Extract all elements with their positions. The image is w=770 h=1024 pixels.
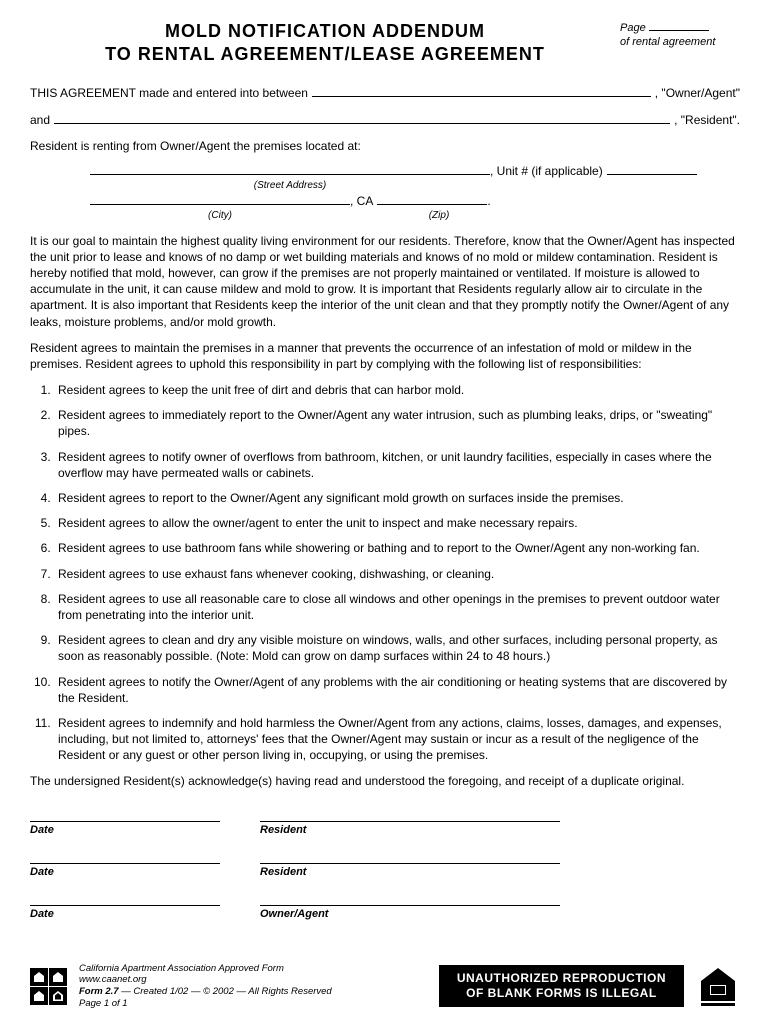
owner-sig-line[interactable] bbox=[260, 888, 560, 906]
title-line-1: MOLD NOTIFICATION ADDENDUM bbox=[30, 20, 620, 43]
title-line-2: TO RENTAL AGREEMENT/LEASE AGREEMENT bbox=[30, 43, 620, 66]
caa-logo-icon bbox=[30, 968, 67, 1005]
form-line: Form 2.7 — Created 1/02 — © 2002 — All R… bbox=[79, 986, 427, 998]
footer-url: www.caanet.org bbox=[79, 974, 427, 986]
owner-agent-blank[interactable] bbox=[312, 85, 651, 97]
footer: California Apartment Association Approve… bbox=[30, 963, 740, 1011]
title-block: MOLD NOTIFICATION ADDENDUM TO RENTAL AGR… bbox=[30, 20, 620, 67]
street-row: , Unit # (if applicable) bbox=[90, 163, 740, 178]
sig-row: Date Owner/Agent bbox=[30, 888, 740, 926]
resident-blank[interactable] bbox=[54, 112, 670, 124]
list-item: Resident agrees to allow the owner/agent… bbox=[54, 515, 740, 531]
sig-label-owner: Owner/Agent bbox=[260, 908, 560, 920]
assoc-line: California Apartment Association Approve… bbox=[79, 963, 427, 975]
sig-row: Date Resident bbox=[30, 804, 740, 842]
sig-label-resident: Resident bbox=[260, 824, 560, 836]
header-row: MOLD NOTIFICATION ADDENDUM TO RENTAL AGR… bbox=[30, 20, 740, 67]
city-blank[interactable] bbox=[90, 193, 350, 205]
owner-agent-line: THIS AGREEMENT made and entered into bet… bbox=[30, 85, 740, 102]
unit-blank[interactable] bbox=[607, 163, 697, 175]
sig-label-date: Date bbox=[30, 824, 220, 836]
inspection-paragraph: It is our goal to maintain the highest q… bbox=[30, 233, 740, 330]
city-row: , CA . bbox=[90, 193, 740, 208]
intro-suffix-1: , "Owner/Agent" bbox=[655, 85, 740, 102]
form-line-text: — Created 1/02 — © 2002 — All Rights Res… bbox=[121, 986, 331, 997]
date-line[interactable] bbox=[30, 888, 220, 906]
signature-section: Date Resident Date Resident Date Owner/A… bbox=[30, 804, 740, 926]
list-item: Resident agrees to immediately report to… bbox=[54, 407, 740, 439]
page-sub: of rental agreement bbox=[620, 36, 715, 48]
equal-housing-icon bbox=[696, 964, 740, 1008]
resident-sig-line[interactable] bbox=[260, 846, 560, 864]
premises-intro: Resident is renting from Owner/Agent the… bbox=[30, 138, 740, 154]
acknowledgement: The undersigned Resident(s) acknowledge(… bbox=[30, 773, 740, 789]
sig-label-date: Date bbox=[30, 866, 220, 878]
resident-line: and , "Resident". bbox=[30, 112, 740, 129]
intro-pre-2: and bbox=[30, 112, 50, 129]
street-caption-row: (Street Address) bbox=[90, 180, 740, 191]
city-caption: (City) bbox=[90, 210, 350, 221]
street-caption: (Street Address) bbox=[90, 180, 490, 191]
warning-line1: UNAUTHORIZED REPRODUCTION bbox=[457, 971, 666, 986]
street-blank[interactable] bbox=[90, 163, 490, 175]
address-block: , Unit # (if applicable) (Street Address… bbox=[90, 163, 740, 221]
date-line[interactable] bbox=[30, 846, 220, 864]
page-number-blank[interactable] bbox=[649, 20, 709, 31]
responsibilities-list: Resident agrees to keep the unit free of… bbox=[30, 382, 740, 763]
city-zip-caption-row: (City) (Zip) bbox=[90, 210, 740, 221]
reproduction-warning: UNAUTHORIZED REPRODUCTION OF BLANK FORMS… bbox=[439, 965, 684, 1007]
page-reference: Page of rental agreement bbox=[620, 20, 740, 50]
list-item: Resident agrees to clean and dry any vis… bbox=[54, 632, 740, 664]
responsibilities-intro: Resident agrees to maintain the premises… bbox=[30, 340, 740, 372]
list-item: Resident agrees to use bathroom fans whi… bbox=[54, 540, 740, 556]
state-label: , CA bbox=[350, 194, 373, 208]
page-label: Page bbox=[620, 21, 646, 35]
list-item: Resident agrees to report to the Owner/A… bbox=[54, 490, 740, 506]
warning-line2: OF BLANK FORMS IS ILLEGAL bbox=[457, 986, 666, 1001]
addr-period: . bbox=[487, 194, 490, 208]
list-item: Resident agrees to use exhaust fans when… bbox=[54, 566, 740, 582]
sig-row: Date Resident bbox=[30, 846, 740, 884]
zip-caption: (Zip) bbox=[384, 210, 494, 221]
list-item: Resident agrees to use all reasonable ca… bbox=[54, 591, 740, 623]
intro-pre-1: THIS AGREEMENT made and entered into bet… bbox=[30, 85, 308, 102]
resident-sig-line[interactable] bbox=[260, 804, 560, 822]
list-item: Resident agrees to keep the unit free of… bbox=[54, 382, 740, 398]
page-line: Page 1 of 1 bbox=[79, 998, 427, 1010]
zip-blank[interactable] bbox=[377, 193, 487, 205]
list-item: Resident agrees to notify owner of overf… bbox=[54, 449, 740, 481]
date-line[interactable] bbox=[30, 804, 220, 822]
footer-text: California Apartment Association Approve… bbox=[79, 963, 427, 1011]
list-item: Resident agrees to notify the Owner/Agen… bbox=[54, 674, 740, 706]
sig-label-date: Date bbox=[30, 908, 220, 920]
sig-label-resident: Resident bbox=[260, 866, 560, 878]
intro-suffix-2: , "Resident". bbox=[674, 112, 740, 129]
list-item: Resident agrees to indemnify and hold ha… bbox=[54, 715, 740, 764]
unit-label: , Unit # (if applicable) bbox=[490, 164, 603, 178]
